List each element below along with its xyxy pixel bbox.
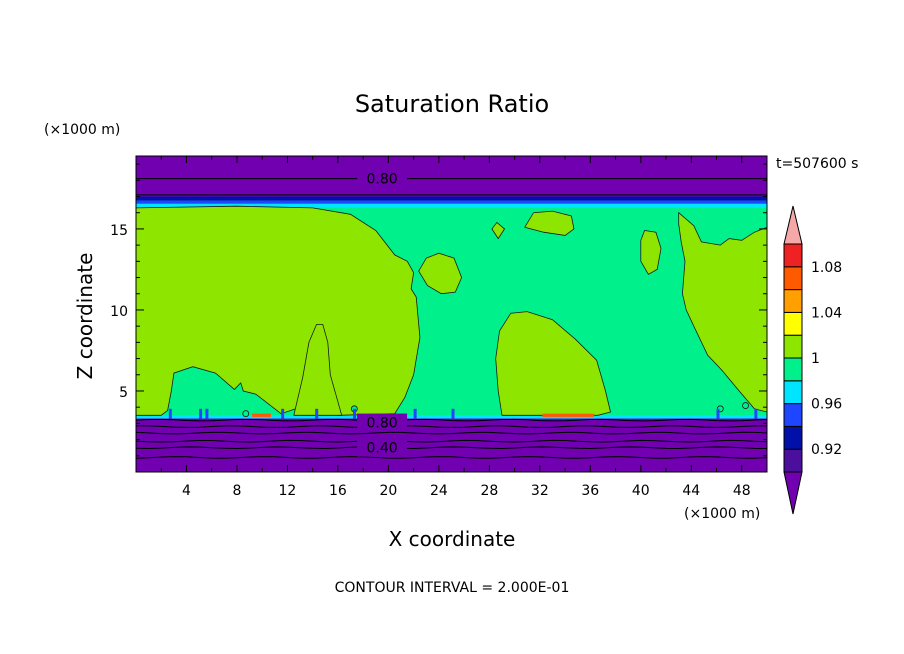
- colorbar-segment-3: [783, 403, 803, 427]
- surface-hotspot-2: [542, 413, 595, 417]
- surface-blue-speck-3: [205, 408, 209, 419]
- y-tick-label-2: 10: [110, 304, 128, 320]
- colorbar-label-5: 0.92: [811, 442, 842, 458]
- colorbar-under-triangle: [783, 471, 803, 515]
- x-axis-title: X coordinate: [389, 527, 516, 551]
- x-tick-label-4: 16: [329, 483, 347, 499]
- upper-transition-2: [136, 200, 767, 204]
- y-unit-label: (×1000 m): [44, 122, 120, 138]
- colorbar-segment-8: [783, 289, 803, 313]
- surface-blue-speck-2: [199, 408, 203, 419]
- contour-line-lower-3: [136, 431, 767, 435]
- colorbar: 1.08 1.04 1 0.96 0.92: [783, 205, 842, 515]
- surface-speck-1: [242, 410, 250, 418]
- x-tick-label-2: 8: [232, 483, 241, 499]
- colorbar-segment-1: [783, 448, 803, 473]
- upper-transition-1: [136, 196, 767, 201]
- y-tick-label-1: 5: [119, 385, 128, 401]
- supersaturated-region-3: [495, 311, 611, 416]
- surface-blue-speck-7: [413, 408, 417, 419]
- colorbar-segment-7: [783, 311, 803, 336]
- supersaturated-region-7: [640, 230, 662, 275]
- contour-label-bg-2: [357, 413, 408, 432]
- colorbar-label-1: 1.08: [811, 260, 842, 276]
- contour-label-bg-1: [357, 169, 408, 188]
- contour-line-lower-2: [136, 425, 767, 428]
- x-axis: 4 8 12 16 20 24 28 32 36 40 44 48: [160, 156, 751, 499]
- contour-labels: 0.80 0.80 0.40: [357, 169, 408, 457]
- surface-blue-speck-1: [168, 408, 172, 419]
- supersaturated-region-6: [524, 210, 575, 236]
- surface-blue-speck-5: [315, 408, 319, 419]
- x-tick-label-9: 36: [581, 483, 599, 499]
- upper-dry-layer: [136, 156, 767, 197]
- colorbar-label-3: 1: [811, 351, 820, 367]
- x-unit-label: (×1000 m): [684, 506, 760, 522]
- x-tick-label-6: 24: [430, 483, 448, 499]
- x-tick-label-8: 32: [531, 483, 549, 499]
- y-axis-title: Z coordinate: [73, 253, 97, 380]
- colorbar-label-4: 0.96: [811, 397, 842, 413]
- contour-label-bg-3: [357, 438, 408, 457]
- plot-frame: [135, 155, 768, 473]
- contour-line-lower-6: [136, 456, 767, 459]
- surface-blue-speck-10: [754, 408, 758, 419]
- x-tick-label-7: 28: [480, 483, 498, 499]
- colorbar-segment-4: [783, 380, 803, 405]
- contour-interval-note: CONTOUR INTERVAL = 2.000E-01: [335, 580, 570, 596]
- colorbar-label-2: 1.04: [811, 305, 842, 321]
- time-label: t=507600 s: [776, 156, 858, 172]
- supersaturated-region-4: [678, 211, 767, 413]
- x-tick-label-10: 40: [632, 483, 650, 499]
- x-tick-label-12: 48: [733, 483, 751, 499]
- upper-transition-3: [136, 203, 767, 208]
- supersaturated-region-5: [418, 252, 463, 295]
- supersaturated-region-8: [491, 221, 506, 240]
- surface-blue-speck-4: [281, 408, 285, 419]
- colorbar-segment-2: [783, 425, 803, 450]
- x-tick-label-11: 44: [682, 483, 700, 499]
- surface-blue-speck-9: [716, 408, 720, 419]
- lower-dry-layer: [136, 418, 767, 472]
- chart-title: Saturation Ratio: [355, 90, 549, 118]
- x-tick-label-5: 20: [379, 483, 397, 499]
- supersaturated-region-2: [293, 324, 343, 416]
- contour-line-lower-4: [136, 439, 767, 443]
- contour-line-lower-1: [136, 418, 767, 422]
- colorbar-over-triangle: [783, 205, 803, 245]
- colorbar-segment-9: [783, 266, 803, 291]
- surface-blue-speck-6: [353, 408, 357, 419]
- surface-blue-speck-8: [451, 408, 455, 419]
- saturation-field: [136, 156, 767, 472]
- x-tick-label-1: 4: [182, 483, 191, 499]
- colorbar-segment-6: [783, 334, 803, 359]
- x-tick-label-3: 12: [279, 483, 297, 499]
- y-axis: 5 10 15: [110, 163, 767, 457]
- contour-label-1: 0.80: [367, 172, 398, 188]
- surface-speck-4: [742, 402, 749, 409]
- contour-line-lower-5: [136, 446, 767, 450]
- contour-label-2: 0.80: [367, 416, 398, 432]
- colorbar-segment-10: [783, 243, 803, 268]
- surface-hotspot-1: [252, 413, 272, 417]
- contour-label-3: 0.40: [367, 441, 398, 457]
- colorbar-segment-5: [783, 357, 803, 382]
- y-tick-label-3: 15: [110, 223, 128, 239]
